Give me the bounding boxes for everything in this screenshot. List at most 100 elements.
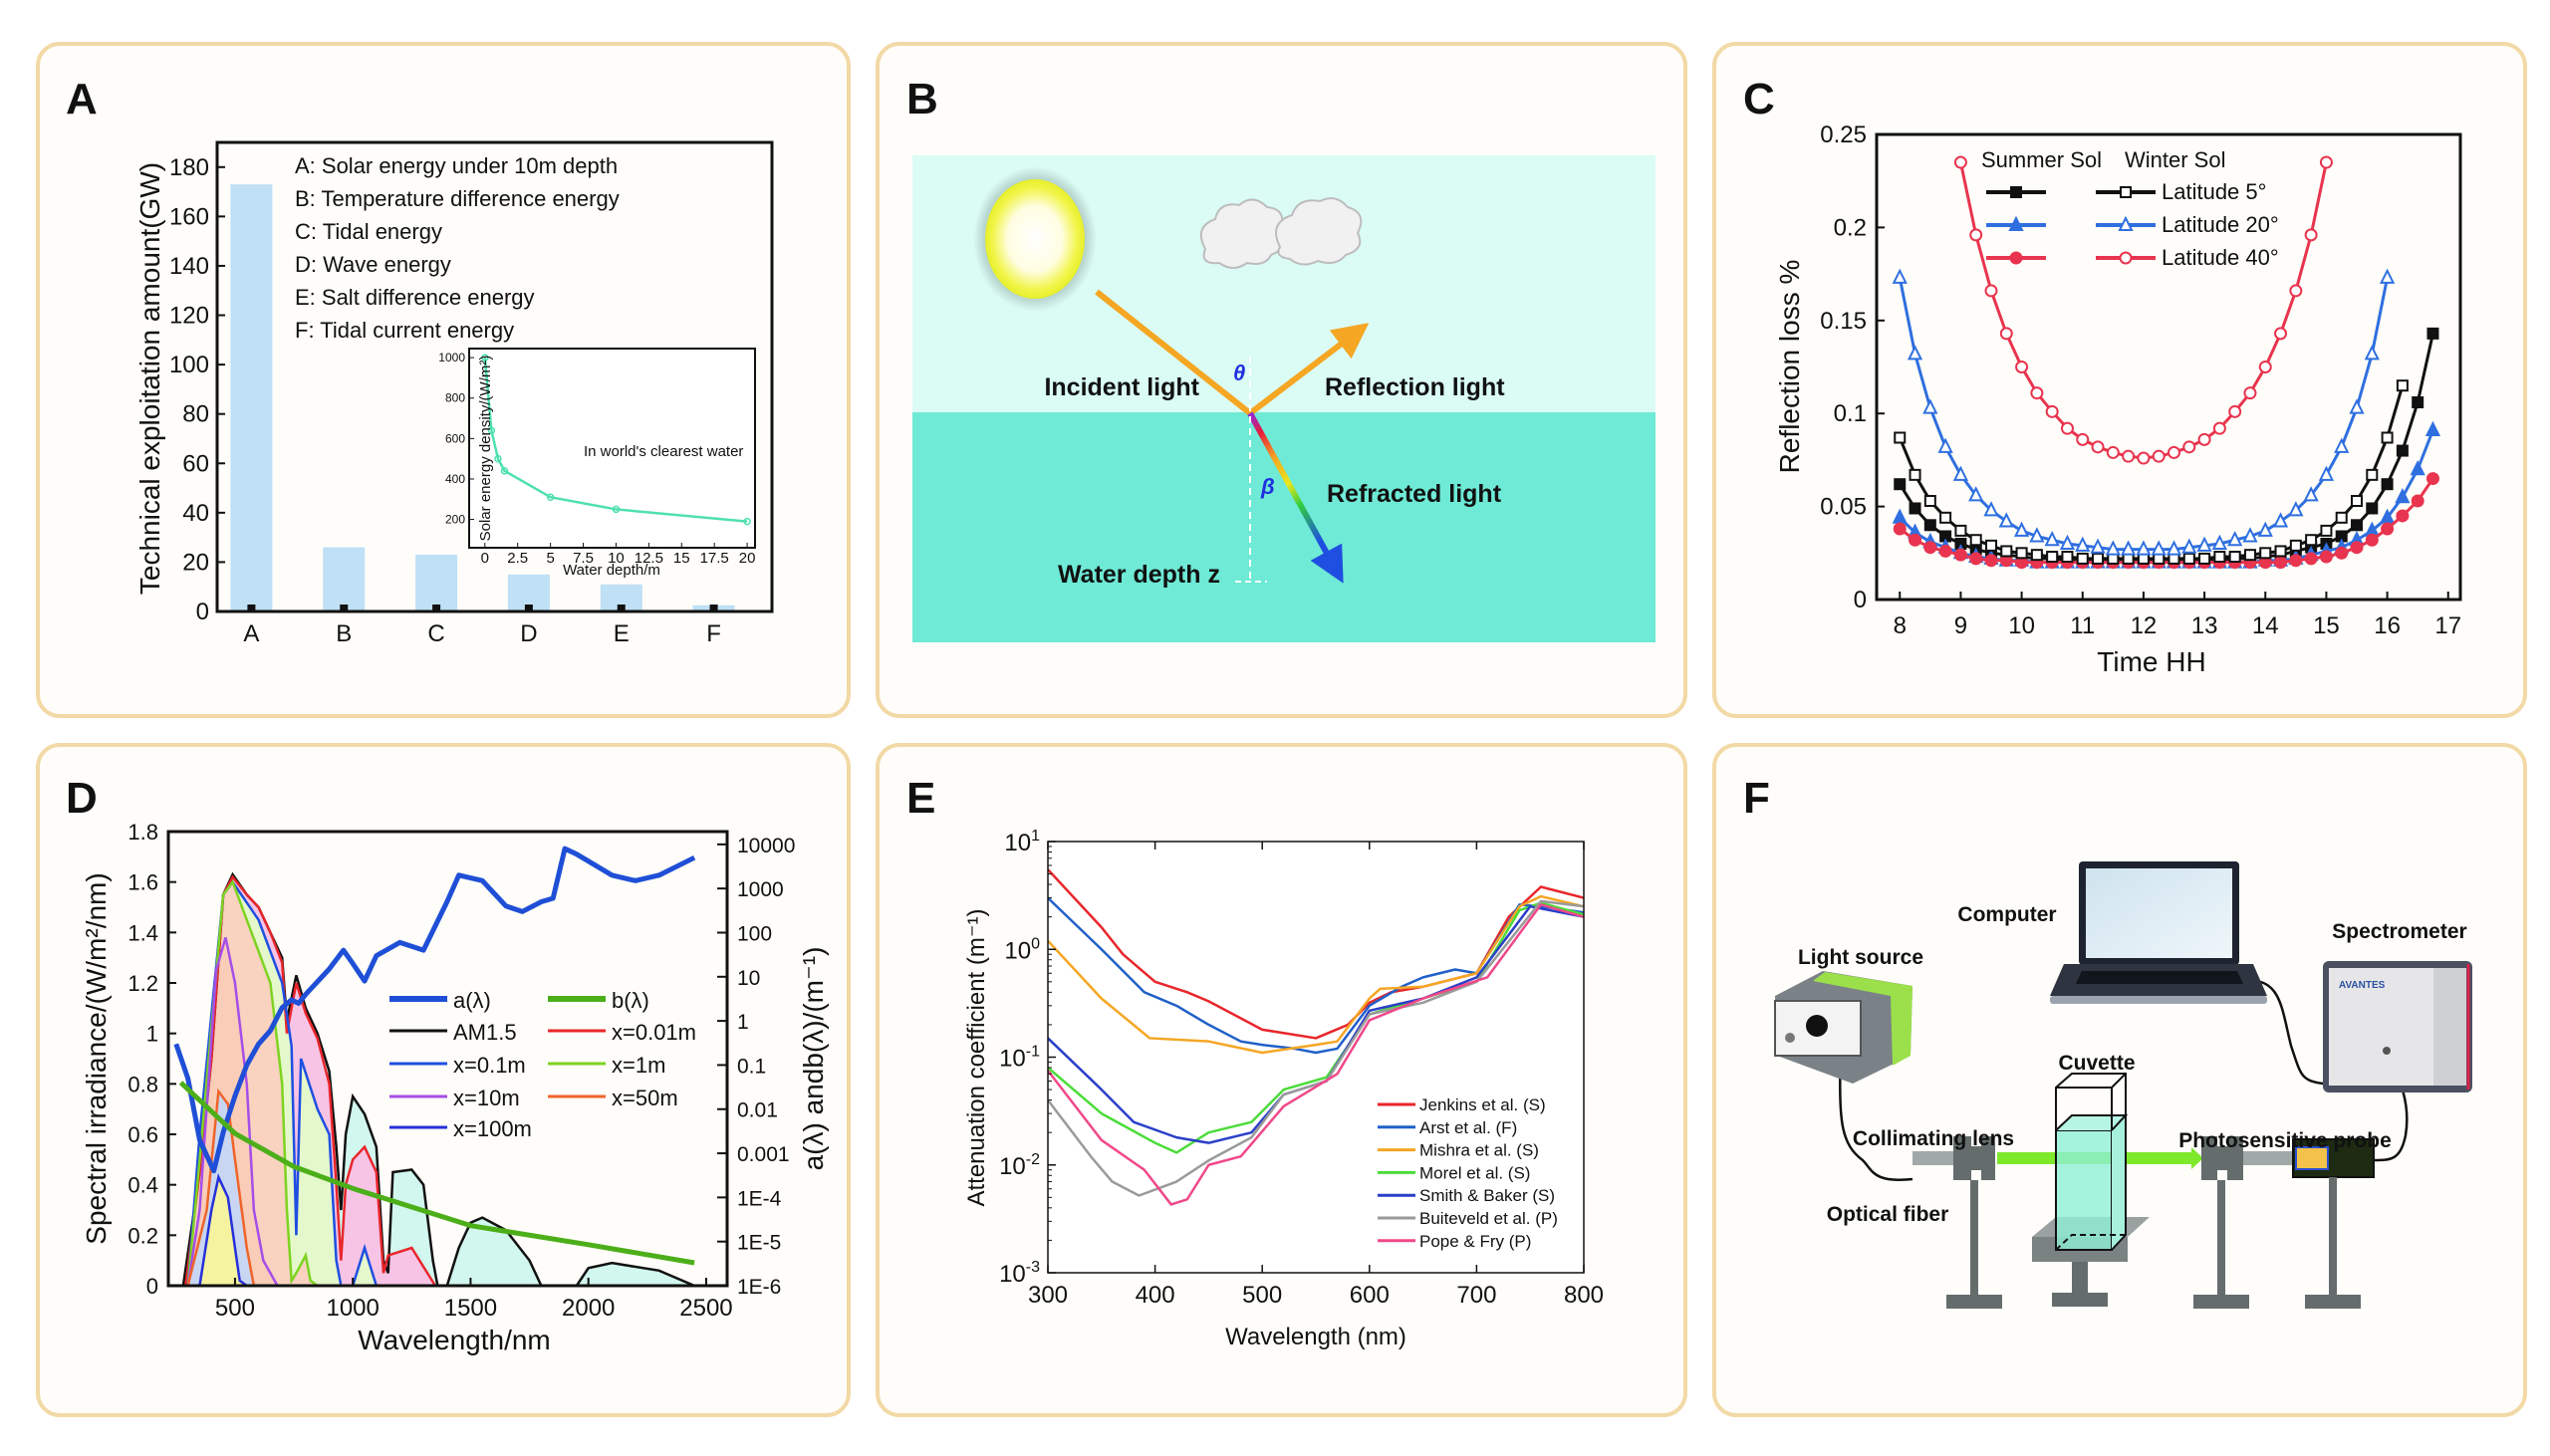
chart-d-ylabel: Spectral irradiance/(W/m²/nm) bbox=[81, 872, 112, 1244]
bar bbox=[230, 184, 273, 612]
data-point bbox=[2182, 440, 2196, 454]
y-tick-label: 0.4 bbox=[128, 1173, 158, 1198]
chart-e-ylabel: Attenuation coefficient (m⁻¹) bbox=[963, 908, 990, 1206]
inset-point bbox=[546, 493, 555, 501]
data-point bbox=[2227, 530, 2243, 547]
data-point bbox=[1939, 511, 1952, 524]
legend-text: B: Temperature difference energy bbox=[295, 186, 620, 211]
data-point bbox=[1984, 284, 1998, 298]
refracted-ray bbox=[1247, 411, 1344, 584]
inset-y-tick-label: 800 bbox=[445, 391, 465, 405]
y-tick-label: 0 bbox=[196, 599, 209, 625]
laptop-icon bbox=[2050, 861, 2267, 1004]
data-point bbox=[2092, 552, 2105, 565]
inset-y-tick-label: 200 bbox=[445, 513, 465, 527]
cuvette-label: Cuvette bbox=[2058, 1052, 2135, 1075]
tick-exponent: 1 bbox=[1031, 828, 1040, 845]
plot-bg bbox=[1048, 842, 1584, 1273]
data-point bbox=[2258, 361, 2272, 373]
y-tick-label: 20 bbox=[182, 549, 209, 576]
chart-a-ylabel: Technical exploitation amount(GW) bbox=[134, 162, 165, 595]
photosensitive-probe-icon bbox=[2292, 1138, 2375, 1309]
refracted-label: Refracted light bbox=[1327, 480, 1502, 508]
legend-label: x=1m bbox=[612, 1053, 665, 1078]
photosensitive-probe-label: Photosensitive probe bbox=[2178, 1129, 2392, 1152]
series-line bbox=[173, 846, 696, 1174]
plot-frame bbox=[1875, 132, 2462, 602]
legend-row-label: Latitude 40° bbox=[2162, 245, 2279, 270]
series-line bbox=[186, 937, 279, 1286]
chart-c-xlabel: Time HH bbox=[2097, 646, 2205, 677]
optical-fiber-label: Optical fiber bbox=[1827, 1203, 1949, 1226]
y-right-tick-label: 1E-4 bbox=[737, 1187, 782, 1210]
inset-y-tick-label: 400 bbox=[445, 472, 465, 486]
data-point bbox=[2211, 534, 2227, 550]
data-point bbox=[1983, 501, 1999, 517]
series-fill bbox=[199, 1177, 247, 1286]
data-point bbox=[2198, 552, 2211, 565]
data-point bbox=[2046, 551, 2059, 564]
data-point bbox=[2318, 465, 2335, 481]
data-point bbox=[2289, 284, 2303, 298]
chart-d-ylabel-right: a(λ) andb(λ)/(m⁻¹) bbox=[798, 947, 829, 1171]
legend-marker bbox=[2009, 251, 2023, 265]
data-point bbox=[2424, 420, 2441, 437]
data-point bbox=[2000, 545, 2013, 558]
data-point bbox=[2381, 478, 2394, 491]
cuvette-icon bbox=[2032, 1073, 2150, 1307]
optical-fiber-cable bbox=[1838, 1055, 1913, 1181]
data-point bbox=[2181, 538, 2197, 554]
y-tick-label: 0.25 bbox=[1820, 121, 1867, 148]
data-point bbox=[2015, 547, 2028, 560]
plot-frame bbox=[215, 140, 774, 613]
panel-label-f: F bbox=[1743, 774, 1770, 823]
y-tick-label: 0 bbox=[1854, 587, 1867, 613]
data-point bbox=[1969, 552, 1983, 566]
data-point bbox=[2274, 327, 2288, 341]
y-tick-label: 101 bbox=[1004, 828, 1040, 856]
x-tick-label: F bbox=[706, 620, 721, 647]
y-tick-label: 0.6 bbox=[128, 1122, 158, 1147]
x-tick-label: 11 bbox=[2070, 612, 2095, 639]
data-point bbox=[1892, 268, 1908, 284]
x-tick-label: 13 bbox=[2191, 612, 2218, 639]
legend-text: C: Tidal energy bbox=[295, 219, 442, 244]
y-tick-label: 160 bbox=[169, 203, 209, 230]
legend-label: x=0.01m bbox=[612, 1020, 696, 1045]
y-tick-label: 0.8 bbox=[128, 1072, 158, 1096]
data-point bbox=[2152, 449, 2166, 463]
chart-e-xlabel: Wavelength (nm) bbox=[1225, 1324, 1406, 1350]
inset-x-tick-label: 0 bbox=[481, 550, 489, 567]
x-tick-label: 2000 bbox=[562, 1295, 615, 1322]
tick-exponent: -2 bbox=[1026, 1151, 1040, 1168]
legend-label: AM1.5 bbox=[453, 1020, 517, 1045]
data-point bbox=[2090, 538, 2106, 554]
data-point bbox=[2243, 549, 2256, 562]
data-point bbox=[1952, 465, 1969, 481]
chart-d: 500 1000 1500 2000 2500 0 0.2 0.4 0.6 0.8 1 1.2 1.4 1… bbox=[128, 820, 795, 1322]
x-tick-label: 14 bbox=[2252, 612, 2279, 639]
data-point bbox=[2396, 379, 2409, 392]
collimating-lens-icon bbox=[1946, 1136, 2002, 1309]
y-right-tick-label: 0.01 bbox=[737, 1099, 778, 1122]
data-point bbox=[2136, 540, 2152, 556]
data-point bbox=[2137, 451, 2151, 465]
inset-point bbox=[612, 505, 621, 514]
x-tick-label: 1500 bbox=[444, 1295, 497, 1322]
computer-label: Computer bbox=[1957, 903, 2056, 926]
data-point bbox=[2351, 519, 2364, 532]
incident-ray bbox=[1095, 289, 1252, 416]
tick-base: 10 bbox=[999, 1153, 1026, 1180]
data-point bbox=[2411, 494, 2424, 508]
bar-marker bbox=[524, 605, 533, 611]
y-right-tick-label: 1000 bbox=[737, 878, 784, 901]
inset-point bbox=[494, 454, 502, 463]
water-depth-label: Water depth z bbox=[1058, 561, 1220, 589]
data-point bbox=[2412, 395, 2424, 408]
x-tick-label: 9 bbox=[1954, 612, 1967, 639]
y-right-tick-label: 1E-5 bbox=[737, 1232, 781, 1255]
x-tick-label: 700 bbox=[1456, 1282, 1496, 1309]
y-right-tick-label: 100 bbox=[737, 922, 772, 945]
data-point bbox=[2121, 540, 2137, 556]
series-line bbox=[1898, 384, 2405, 561]
